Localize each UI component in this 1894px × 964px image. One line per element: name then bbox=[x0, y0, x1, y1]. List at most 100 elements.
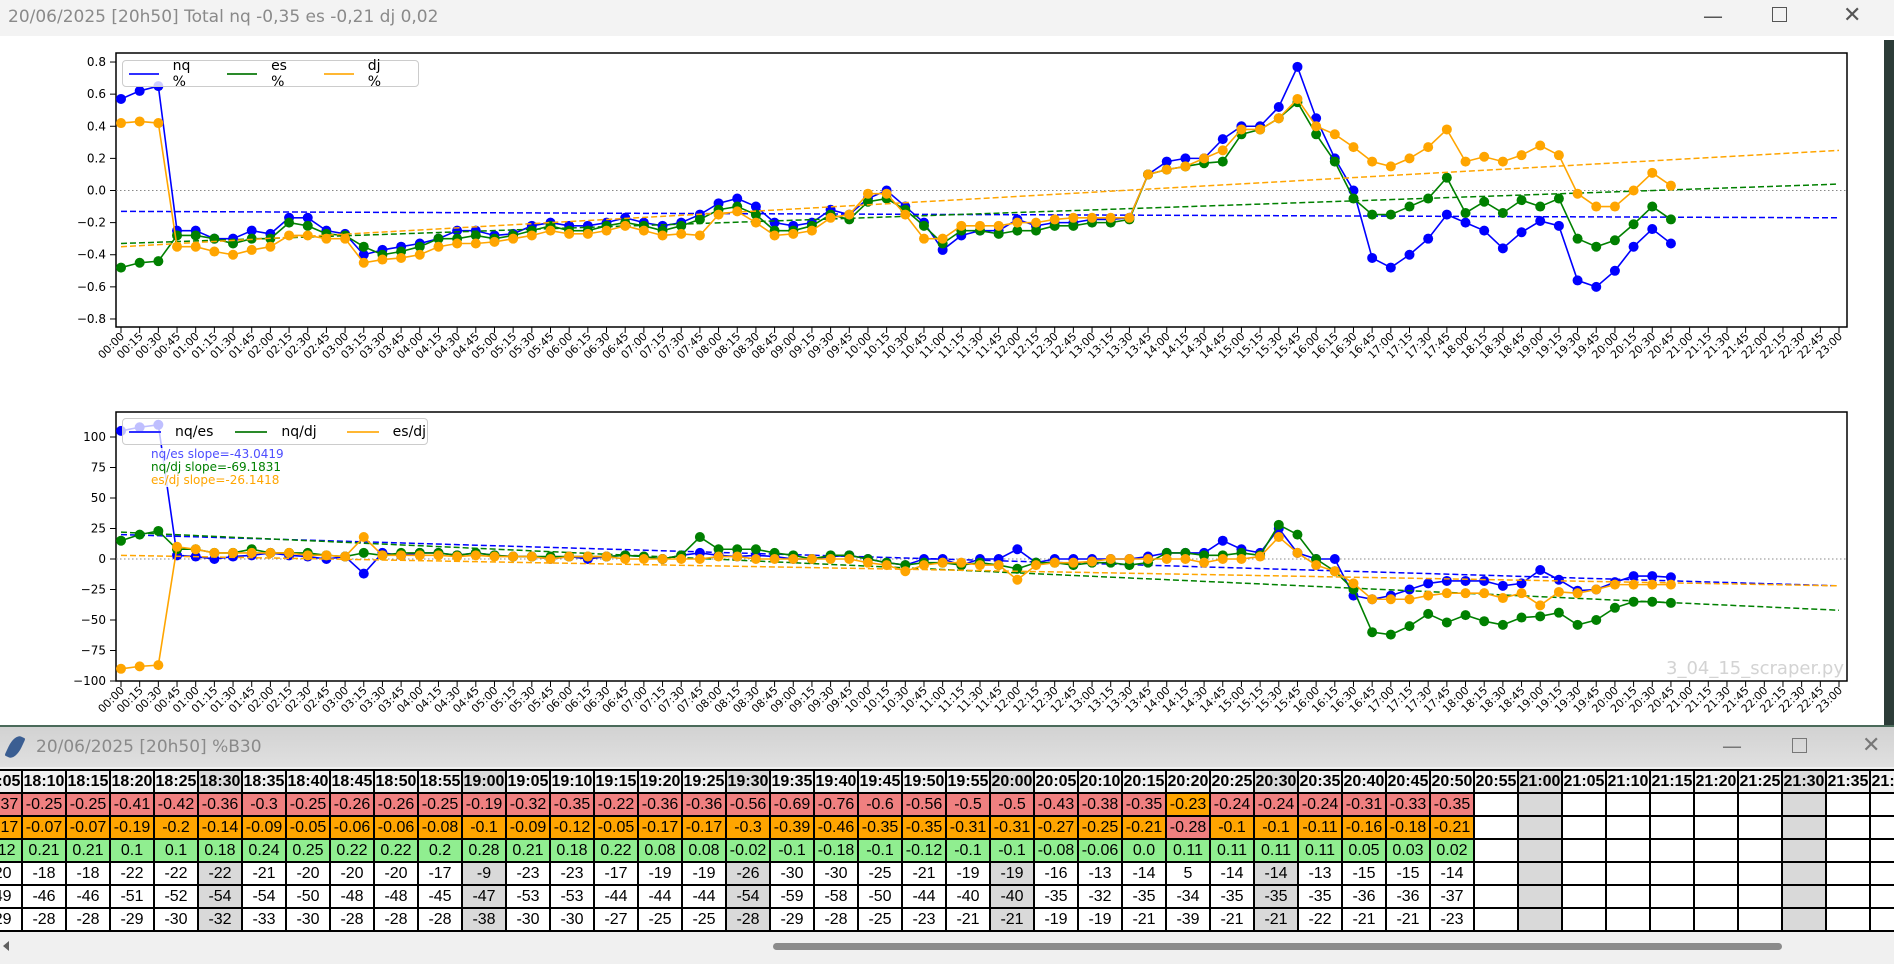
column-header: 19:40 bbox=[813, 769, 859, 794]
column-header: 18:45 bbox=[329, 769, 375, 794]
table-cell: -0.5 bbox=[989, 792, 1035, 817]
data-point-es bbox=[190, 230, 201, 241]
data-point-dj bbox=[937, 233, 948, 244]
data-point-es bbox=[1628, 219, 1639, 230]
table-window-title: 20/06/2025 [20h50] %B30 bbox=[36, 737, 262, 757]
scrollbar-thumb[interactable] bbox=[773, 943, 1782, 950]
maximize-button-2[interactable] bbox=[1792, 738, 1807, 753]
data-point-nq-es bbox=[1329, 554, 1340, 564]
table-cell bbox=[1517, 861, 1563, 886]
data-point-dj bbox=[1031, 217, 1042, 228]
table-cell bbox=[1473, 884, 1519, 909]
scroll-left-icon[interactable] bbox=[3, 941, 9, 951]
table-cell bbox=[1517, 815, 1563, 840]
minimize-button-2[interactable]: — bbox=[1722, 734, 1742, 758]
legend-swatch-nq-es bbox=[129, 430, 161, 433]
table-cell: -0.27 bbox=[1033, 815, 1079, 840]
column-header: 21:15 bbox=[1649, 769, 1695, 794]
y-tick-label: −0.4 bbox=[77, 248, 106, 262]
data-point-nq bbox=[1591, 281, 1602, 292]
table-cell: -46 bbox=[65, 884, 111, 909]
trend-line-nq bbox=[120, 210, 1840, 219]
data-point-es-dj bbox=[1180, 554, 1191, 564]
table-cell bbox=[1605, 792, 1651, 817]
data-point-nq-es bbox=[358, 568, 369, 579]
data-point-es bbox=[1441, 172, 1452, 183]
data-point-dj bbox=[1161, 164, 1172, 175]
table-cell: -34 bbox=[1165, 884, 1211, 909]
table-cell: -0.6 bbox=[857, 792, 903, 817]
data-point-nq-es bbox=[1460, 575, 1471, 586]
horizontal-scrollbar[interactable] bbox=[0, 935, 1894, 957]
data-point-es-dj bbox=[228, 547, 239, 558]
table-cell: -0.1 bbox=[1209, 815, 1255, 840]
table-cell bbox=[1869, 907, 1894, 932]
data-point-es-dj bbox=[452, 551, 463, 562]
data-point-dj bbox=[601, 225, 612, 236]
trend-line-es-dj bbox=[120, 554, 1840, 587]
data-point-dj bbox=[1647, 167, 1658, 178]
data-point-es-dj bbox=[1553, 586, 1564, 597]
data-point-nq bbox=[1479, 225, 1490, 236]
data-point-es-dj bbox=[1255, 551, 1266, 562]
legend-swatch-nq bbox=[129, 72, 159, 75]
data-point-dj bbox=[1460, 156, 1471, 167]
data-point-nq-es bbox=[1665, 572, 1676, 583]
table-cell bbox=[1473, 838, 1519, 863]
table-cell: 0.11 bbox=[1253, 838, 1299, 863]
data-point-es-dj bbox=[1329, 566, 1340, 577]
table-cell: -39 bbox=[1165, 907, 1211, 932]
data-point-es-dj bbox=[694, 554, 705, 564]
table-cell bbox=[1869, 884, 1894, 909]
table-cell: -0.25 bbox=[417, 792, 463, 817]
table-cell: -19 bbox=[989, 861, 1035, 886]
data-point-es-dj bbox=[545, 554, 556, 564]
table-cell: -0.1 bbox=[461, 815, 507, 840]
table-cell: -0.07 bbox=[21, 815, 67, 840]
data-point-nq bbox=[732, 193, 743, 204]
data-point-es-dj bbox=[918, 560, 929, 571]
table-cell: 0.18 bbox=[197, 838, 243, 863]
data-point-dj bbox=[452, 238, 463, 249]
table-cell: -0.36 bbox=[681, 792, 727, 817]
table-cell: -14 bbox=[1209, 861, 1255, 886]
minimize-button[interactable]: — bbox=[1703, 4, 1723, 28]
data-point-dj bbox=[694, 230, 705, 241]
data-point-dj bbox=[900, 209, 911, 220]
table-cell: -0.1 bbox=[989, 838, 1035, 863]
table-cell: -0.3 bbox=[241, 792, 287, 817]
data-point-nq bbox=[1311, 113, 1322, 124]
table-cell bbox=[1473, 907, 1519, 932]
table-cell: -0.14 bbox=[197, 815, 243, 840]
table-cell: -0.25 bbox=[1077, 815, 1123, 840]
table-cell: 0.1 bbox=[153, 838, 199, 863]
data-point-es bbox=[1012, 225, 1023, 236]
data-point-es-dj bbox=[1049, 557, 1060, 568]
data-point-nq-es bbox=[1012, 544, 1023, 555]
data-point-es-dj bbox=[956, 557, 967, 568]
table-window-titlebar: 20/06/2025 [20h50] %B30 — ✕ bbox=[0, 725, 1894, 767]
column-header: 20:35 bbox=[1297, 769, 1343, 794]
data-point-es bbox=[1385, 209, 1396, 220]
data-point-es-dj bbox=[172, 541, 183, 552]
table-cell: -35 bbox=[1209, 884, 1255, 909]
data-point-nq bbox=[1609, 265, 1620, 276]
data-point-dj bbox=[881, 188, 892, 199]
column-header: 18:15 bbox=[65, 769, 111, 794]
data-point-dj bbox=[1591, 201, 1602, 212]
data-point-es bbox=[694, 214, 705, 225]
table-cell: -36 bbox=[1341, 884, 1387, 909]
table-cell: 0.1 bbox=[109, 838, 155, 863]
data-point-dj bbox=[769, 230, 780, 241]
data-point-nq bbox=[1273, 101, 1284, 112]
y-tick-label: 0.8 bbox=[87, 55, 106, 69]
table-cell: -15 bbox=[1341, 861, 1387, 886]
column-header: 20:00 bbox=[989, 769, 1035, 794]
table-cell: -49 bbox=[0, 884, 23, 909]
close-button[interactable]: ✕ bbox=[1843, 3, 1862, 28]
table-cell bbox=[1517, 884, 1563, 909]
maximize-button[interactable] bbox=[1772, 7, 1787, 22]
close-button-2[interactable]: ✕ bbox=[1862, 733, 1881, 758]
table-cell: -50 bbox=[857, 884, 903, 909]
table-cell bbox=[1649, 907, 1695, 932]
